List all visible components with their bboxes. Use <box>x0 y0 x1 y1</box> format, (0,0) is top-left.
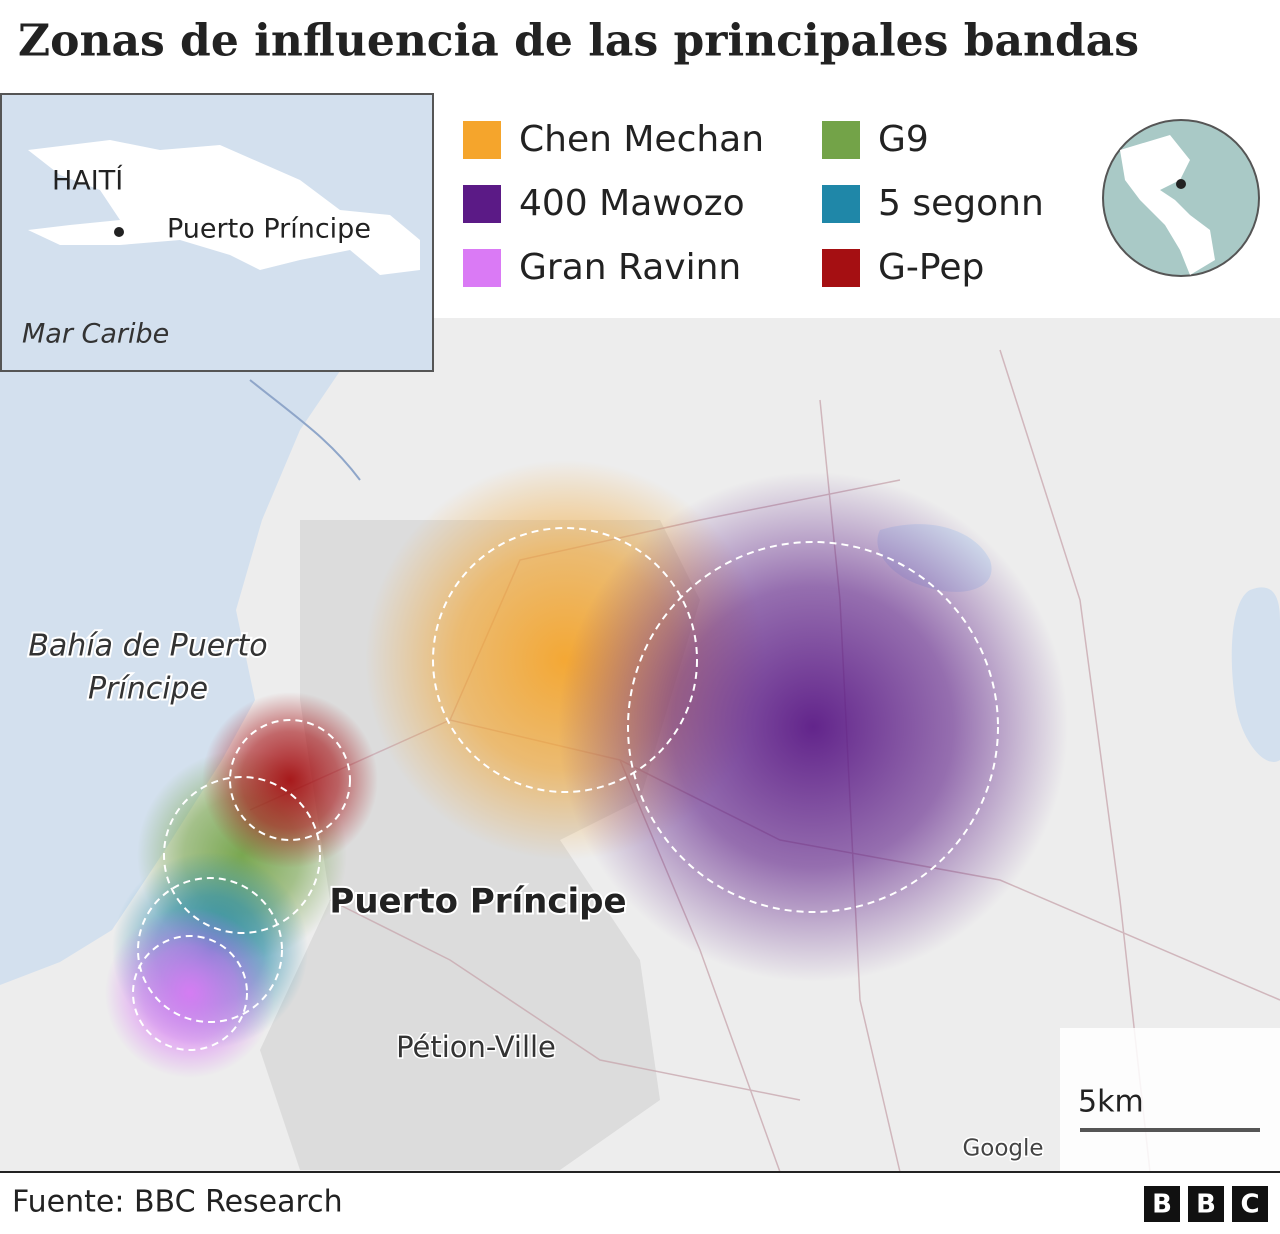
scale-box <box>1060 1028 1280 1172</box>
zone <box>202 692 378 868</box>
legend-label: G9 <box>878 119 929 160</box>
river <box>249 379 361 481</box>
logo-letter: C <box>1240 1190 1259 1220</box>
zone-outline <box>163 776 321 934</box>
zone-outline <box>432 527 698 793</box>
logo-box <box>1232 1186 1268 1222</box>
title: Zonas de influencia de las principales b… <box>18 16 1139 67</box>
legend: Chen Mechan 400 Mawozo Gran Ravinn G9 5 sego… <box>463 119 1044 288</box>
legend-swatch <box>463 185 501 223</box>
legend-label: Gran Ravinn <box>519 247 741 288</box>
logo-box <box>1188 1186 1224 1222</box>
inset-city: Puerto Príncipe <box>167 214 371 245</box>
attribution: Google <box>962 1136 1043 1162</box>
suburb-label: Pétion-Ville <box>396 1030 556 1064</box>
globe-dot <box>1176 179 1186 189</box>
globe-land <box>1120 135 1215 275</box>
inset-island <box>28 140 420 275</box>
legend-swatch <box>822 121 860 159</box>
zone-outline <box>137 877 283 1023</box>
legend-label: Chen Mechan <box>519 119 764 160</box>
legend-label: 400 Mawozo <box>519 183 745 224</box>
zone <box>558 472 1068 982</box>
city-label: Puerto Príncipe <box>329 882 626 922</box>
legend-label: 5 segonn <box>878 183 1044 224</box>
zone <box>105 908 275 1078</box>
inset-city-dot <box>114 227 124 237</box>
legend-label: G-Pep <box>878 247 984 288</box>
logo-box <box>1144 1186 1180 1222</box>
legend-swatch <box>822 185 860 223</box>
bay-label: Príncipe <box>88 672 208 707</box>
inset-country: HAITÍ <box>52 165 123 197</box>
footer <box>0 1172 1280 1234</box>
scale-label: 5km <box>1078 1085 1144 1120</box>
zone-outline <box>229 719 351 841</box>
inset-sea: Mar Caribe <box>22 319 169 350</box>
legend-swatch <box>463 249 501 287</box>
source: Fuente: BBC Research <box>12 1185 343 1220</box>
sea <box>0 371 340 985</box>
zone-outline <box>132 935 248 1051</box>
zone-outline <box>627 541 999 913</box>
lake <box>1231 587 1280 762</box>
logo-letter: B <box>1152 1190 1172 1220</box>
bay-label: Bahía de Puerto <box>28 629 267 664</box>
globe <box>1102 119 1260 277</box>
logo-letter: B <box>1196 1190 1216 1220</box>
legend-swatch <box>822 249 860 287</box>
legend-swatch <box>463 121 501 159</box>
gang-zones <box>105 460 1068 1078</box>
